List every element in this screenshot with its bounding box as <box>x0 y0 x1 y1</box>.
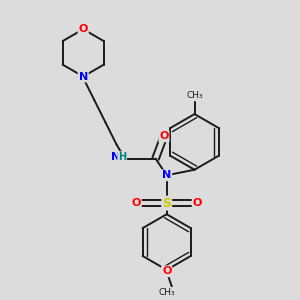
Text: N: N <box>111 152 120 162</box>
Text: H: H <box>118 152 126 162</box>
Text: N: N <box>79 71 88 82</box>
Text: O: O <box>162 266 171 276</box>
Text: O: O <box>193 198 202 208</box>
Text: O: O <box>79 24 88 34</box>
Text: N: N <box>162 170 171 180</box>
Text: CH₃: CH₃ <box>186 92 203 100</box>
Text: O: O <box>131 198 141 208</box>
Text: CH₃: CH₃ <box>158 288 175 297</box>
Text: O: O <box>159 131 169 141</box>
Text: S: S <box>162 196 171 210</box>
